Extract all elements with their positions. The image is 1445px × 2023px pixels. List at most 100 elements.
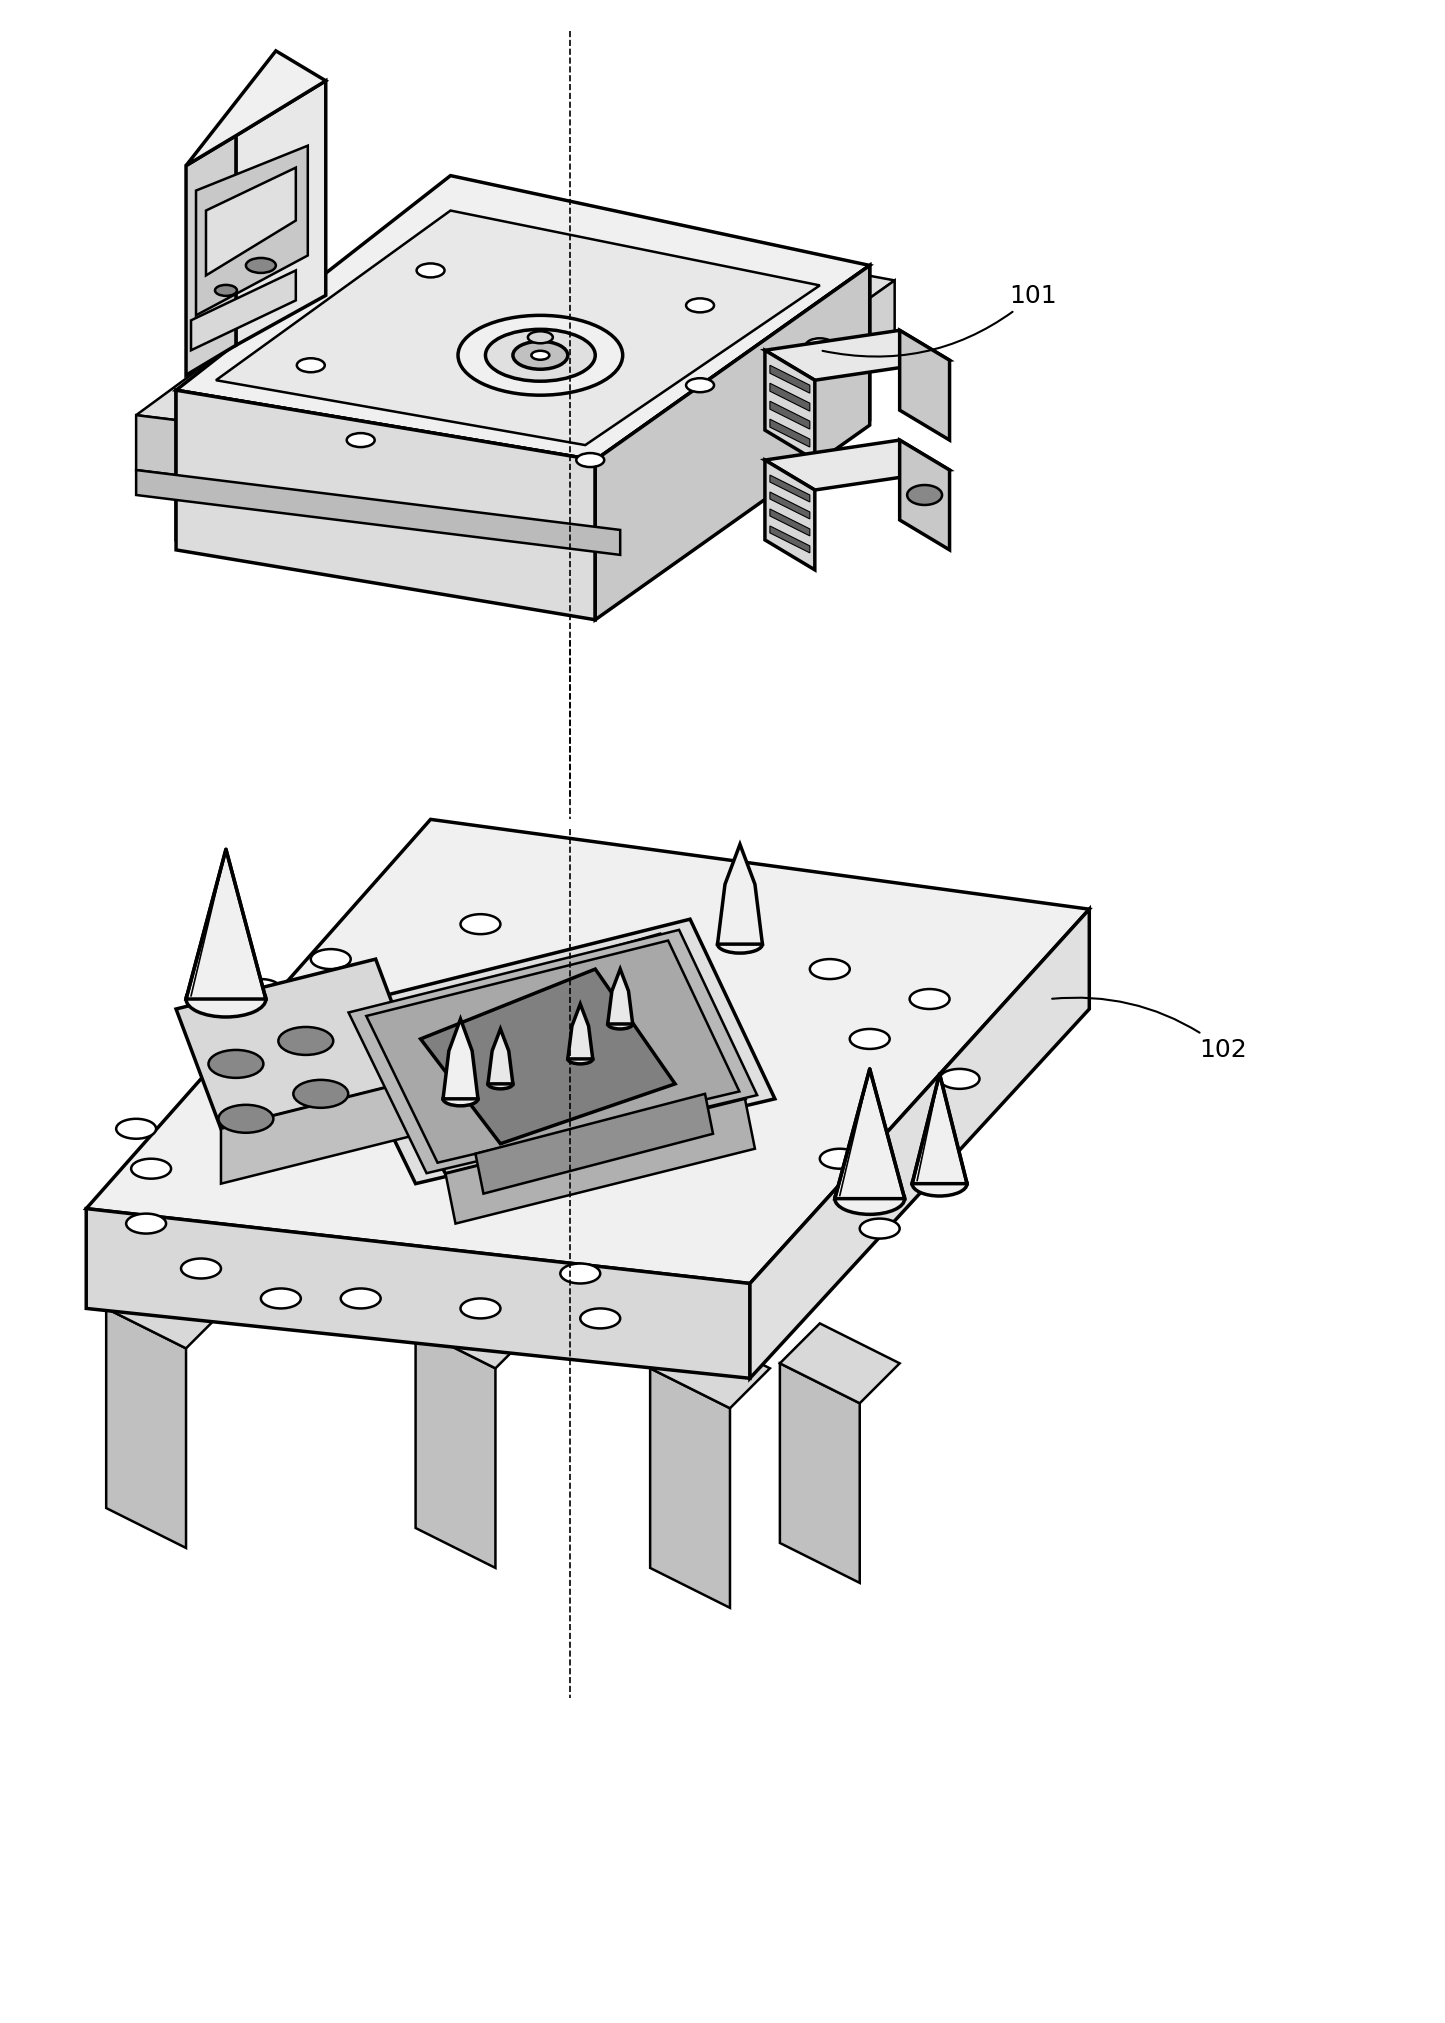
Ellipse shape (296, 279, 325, 293)
Polygon shape (770, 403, 809, 431)
Ellipse shape (568, 1054, 592, 1064)
Polygon shape (105, 1268, 225, 1349)
Polygon shape (176, 176, 870, 461)
Ellipse shape (608, 1020, 633, 1030)
Polygon shape (620, 281, 894, 530)
Ellipse shape (186, 981, 266, 1018)
Ellipse shape (581, 1309, 620, 1329)
Ellipse shape (561, 1264, 600, 1285)
Ellipse shape (416, 265, 445, 279)
Polygon shape (361, 935, 746, 1173)
Ellipse shape (907, 486, 942, 506)
Polygon shape (912, 1074, 967, 1183)
Polygon shape (207, 168, 296, 277)
Ellipse shape (806, 340, 834, 354)
Ellipse shape (347, 433, 374, 447)
Ellipse shape (341, 1289, 380, 1309)
Ellipse shape (910, 989, 949, 1009)
Ellipse shape (860, 1220, 900, 1238)
Polygon shape (105, 1309, 186, 1548)
Ellipse shape (444, 1092, 478, 1107)
Polygon shape (186, 850, 266, 999)
Polygon shape (488, 1030, 513, 1084)
Polygon shape (650, 1329, 770, 1408)
Text: 102: 102 (1052, 997, 1247, 1062)
Polygon shape (764, 441, 949, 492)
Polygon shape (835, 1070, 905, 1200)
Polygon shape (486, 1034, 605, 1115)
Polygon shape (780, 1364, 860, 1584)
Polygon shape (136, 417, 620, 530)
Ellipse shape (527, 332, 553, 344)
Ellipse shape (126, 1214, 166, 1234)
Ellipse shape (939, 1070, 980, 1088)
Polygon shape (444, 1020, 478, 1098)
Polygon shape (595, 267, 870, 611)
Polygon shape (770, 421, 809, 447)
Polygon shape (416, 1289, 535, 1370)
Ellipse shape (532, 352, 549, 360)
Polygon shape (475, 1094, 712, 1194)
Ellipse shape (809, 959, 850, 979)
Polygon shape (445, 1098, 754, 1224)
Ellipse shape (116, 1119, 156, 1139)
Ellipse shape (131, 1159, 171, 1179)
Polygon shape (331, 920, 775, 1183)
Polygon shape (176, 390, 595, 611)
Polygon shape (420, 969, 675, 1145)
Ellipse shape (461, 1299, 500, 1319)
Polygon shape (396, 959, 705, 1155)
Ellipse shape (488, 1080, 513, 1088)
Polygon shape (764, 332, 949, 380)
Polygon shape (608, 969, 633, 1024)
Polygon shape (764, 461, 815, 570)
Ellipse shape (461, 914, 500, 935)
Polygon shape (770, 384, 809, 413)
Polygon shape (900, 332, 949, 441)
Ellipse shape (486, 330, 595, 382)
Polygon shape (595, 267, 870, 621)
Ellipse shape (718, 937, 763, 953)
Polygon shape (191, 271, 296, 352)
Ellipse shape (215, 285, 237, 297)
Polygon shape (770, 494, 809, 520)
Polygon shape (750, 910, 1090, 1378)
Ellipse shape (293, 1080, 348, 1109)
Polygon shape (186, 138, 236, 376)
Polygon shape (568, 1005, 592, 1060)
Polygon shape (236, 81, 325, 346)
Ellipse shape (181, 1258, 221, 1279)
Ellipse shape (246, 259, 276, 273)
Ellipse shape (311, 949, 351, 969)
Ellipse shape (577, 453, 604, 467)
Polygon shape (176, 959, 420, 1129)
Ellipse shape (912, 1171, 967, 1196)
Ellipse shape (279, 1028, 334, 1056)
Polygon shape (221, 1080, 420, 1183)
Polygon shape (348, 931, 757, 1173)
Text: 101: 101 (822, 285, 1058, 358)
Polygon shape (780, 1323, 900, 1404)
Ellipse shape (850, 1030, 890, 1050)
Polygon shape (900, 441, 949, 550)
Ellipse shape (218, 1105, 273, 1133)
Ellipse shape (296, 358, 325, 372)
Polygon shape (176, 390, 595, 621)
Polygon shape (136, 196, 894, 475)
Ellipse shape (208, 1050, 263, 1078)
Polygon shape (186, 53, 325, 166)
Polygon shape (770, 366, 809, 394)
Polygon shape (366, 941, 740, 1163)
Polygon shape (718, 846, 763, 945)
Ellipse shape (513, 342, 568, 370)
Ellipse shape (819, 1149, 860, 1169)
Polygon shape (416, 1329, 496, 1568)
Ellipse shape (241, 979, 280, 999)
Polygon shape (764, 352, 815, 461)
Polygon shape (486, 1074, 565, 1313)
Polygon shape (770, 475, 809, 504)
Polygon shape (87, 819, 1090, 1285)
Ellipse shape (835, 1183, 905, 1214)
Polygon shape (87, 1210, 750, 1378)
Polygon shape (136, 471, 620, 556)
